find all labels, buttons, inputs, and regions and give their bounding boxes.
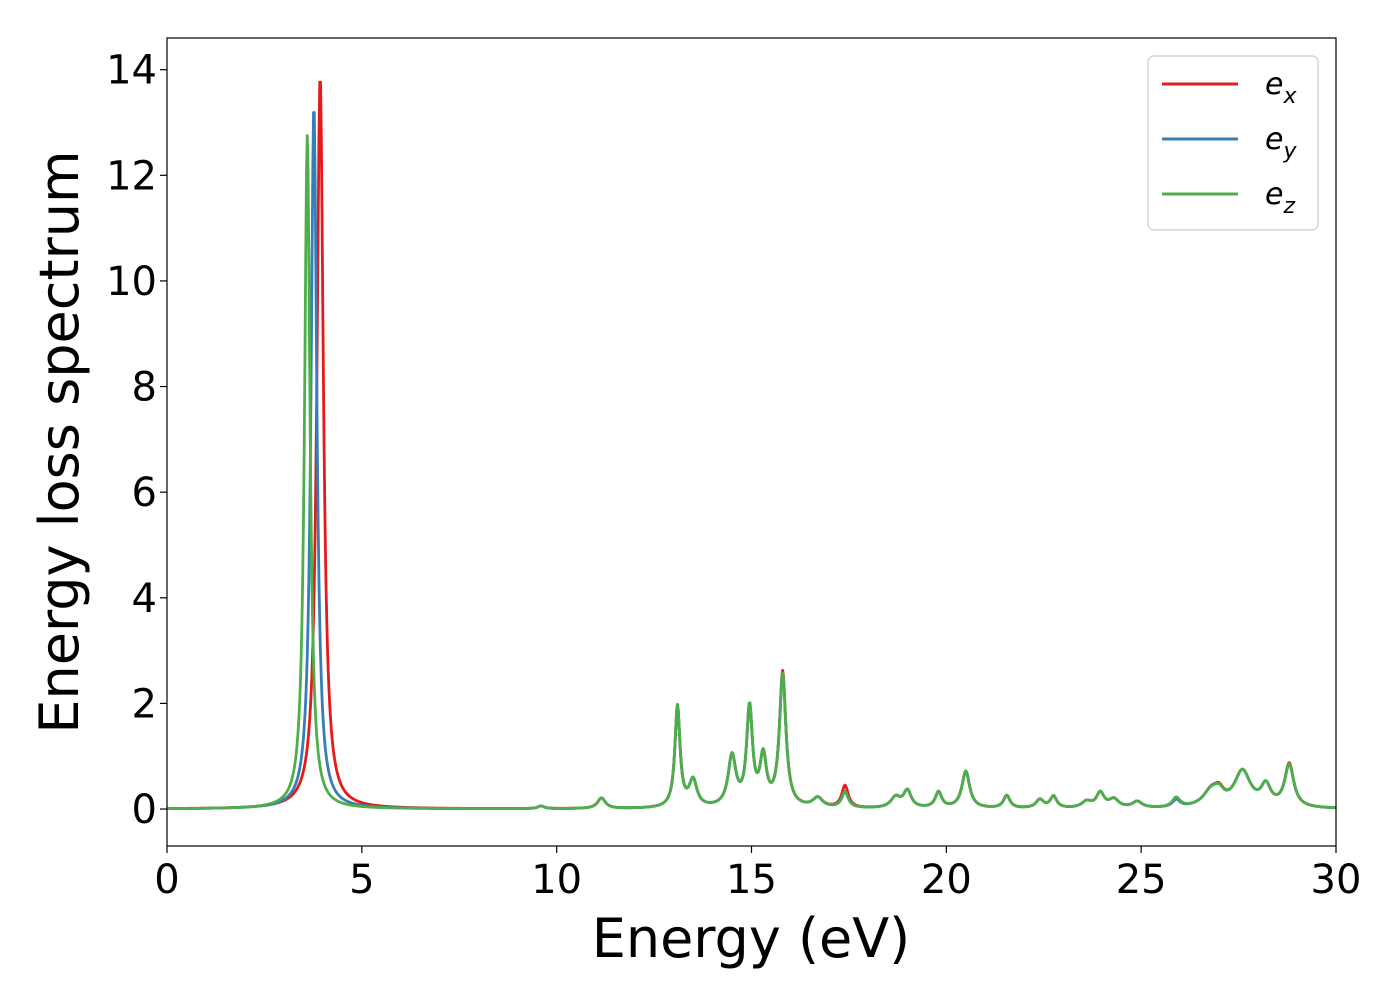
y-axis: 0 2 4 6 8 10 12 14 [106, 48, 167, 833]
y-tick-label: 14 [106, 48, 157, 94]
legend-label-z: ez [1265, 177, 1295, 219]
y-tick-label: 2 [132, 681, 157, 727]
y-tick-label: 6 [132, 470, 157, 516]
y-tick-label: 8 [132, 365, 157, 411]
y-tick-label: 4 [132, 576, 157, 622]
legend-label-x: ex [1265, 67, 1297, 109]
series-line-z [166, 134, 1337, 811]
legend: ex ey ez [1147, 55, 1319, 231]
legend-label-y: ey [1265, 122, 1297, 164]
y-tick-label: 0 [132, 787, 157, 833]
x-tick-label: 10 [531, 857, 582, 903]
x-axis: 0 5 10 15 20 25 30 [154, 846, 1361, 903]
x-tick-label: 0 [154, 857, 179, 903]
series-layer [166, 80, 1337, 811]
y-axis-label: Energy loss spectrum [28, 150, 91, 733]
x-tick-label: 15 [726, 857, 777, 903]
legend-box [1147, 55, 1319, 231]
x-tick-label: 20 [921, 857, 972, 903]
x-tick-label: 25 [1116, 857, 1167, 903]
x-tick-label: 30 [1311, 857, 1362, 903]
x-axis-label: Energy (eV) [592, 907, 911, 970]
y-tick-label: 12 [106, 153, 157, 199]
x-tick-label: 5 [349, 857, 374, 903]
y-tick-label: 10 [106, 259, 157, 305]
